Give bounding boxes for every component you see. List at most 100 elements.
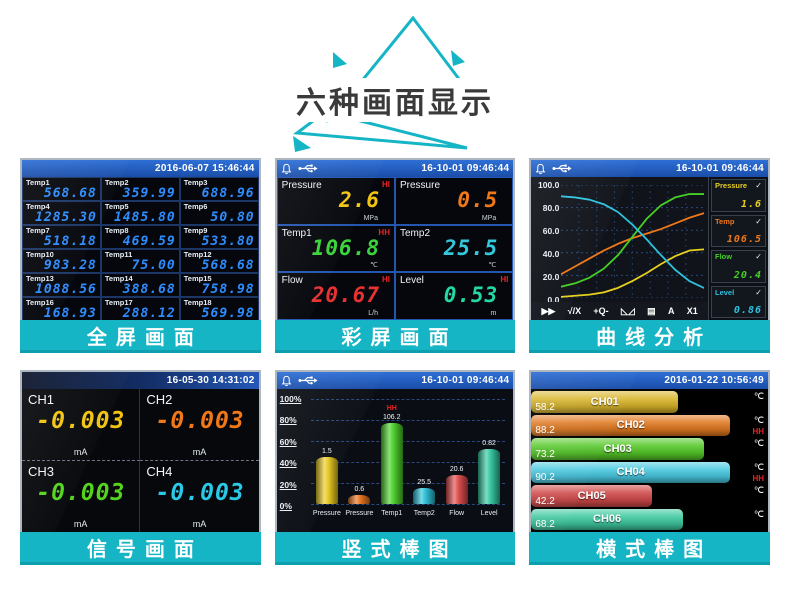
toolbar-button[interactable]: ▤ <box>647 305 656 316</box>
screen-full: 2016-06-07 15:46:44 Temp1 568.68 Temp2 359.… <box>20 158 261 320</box>
channel-value: 388.68 <box>122 282 176 297</box>
channel-cell: Temp6 50.80 <box>179 201 259 225</box>
toolbar-button[interactable]: A <box>667 306 675 316</box>
toolbar-button[interactable]: √/X <box>567 306 582 316</box>
channel-cell: Temp5 1485.80 <box>100 201 180 225</box>
bar <box>348 494 371 504</box>
bar-value: 0.6 <box>354 485 365 493</box>
caption-curve-analysis: 曲线分析 <box>529 320 770 353</box>
channel-label: Temp7 <box>26 226 50 235</box>
toolbar-button[interactable]: ◺◿ <box>620 305 635 316</box>
usb-icon <box>552 164 572 173</box>
toolbar-button[interactable]: ▶▶ <box>541 305 556 316</box>
legend-item[interactable]: Flow ✓ 20.4 <box>711 250 766 283</box>
channel-cell-header: Temp1 HH <box>282 228 390 239</box>
datetime-text: 2016-01-22 10:56:49 <box>664 375 764 386</box>
legend-item[interactable]: Level ✓ 0.86 <box>711 285 766 318</box>
channel-label: CH4 <box>146 463 173 479</box>
statusbar-signal: 16-05-30 14:31:02 <box>22 372 259 389</box>
legend-item-header: Temp ✓ <box>715 217 762 226</box>
y-tick-label: 0.0 <box>547 295 560 305</box>
legend-item[interactable]: Temp ✓ 106.5 <box>711 214 766 247</box>
statusbar-vbar: 16-10-01 09:46:44 <box>276 372 514 389</box>
curve-series-flow <box>561 194 704 287</box>
toolbar-button[interactable]: X1 <box>686 306 698 316</box>
channel-cell: CH2 -0.003 mA <box>140 389 259 461</box>
channel-value: 758.98 <box>201 282 255 297</box>
channel-label: Pressure <box>281 180 322 191</box>
alarm-flag: HI <box>500 275 509 285</box>
usb-icon <box>298 376 318 385</box>
y-tick-label: 0% <box>279 501 292 511</box>
channel-unit: mA <box>73 519 88 529</box>
channel-value: 106.8 <box>311 235 380 260</box>
bar-group: 0.82 <box>473 399 505 504</box>
legend-value: 106.5 <box>726 234 762 245</box>
alarm-flag: HI <box>381 275 390 285</box>
legend-value: 20.4 <box>733 269 762 281</box>
channel-label: Temp14 <box>104 274 133 283</box>
screen-hbar: 2016-01-22 10:56:49 CH01 58.2 ℃ CH02 88.2 ℃ HH… <box>529 370 770 532</box>
channel-unit: MPa <box>481 214 497 222</box>
channel-label: Temp5 <box>104 202 129 211</box>
legend-item[interactable]: Pressure ✓ 1.6 <box>711 179 766 212</box>
bell-icon <box>281 375 292 386</box>
channel-cell: Temp18 569.98 <box>179 297 259 320</box>
channel-cell: Temp8 469.59 <box>100 225 180 249</box>
bar-value: 90.2 <box>535 472 555 483</box>
channel-cell-header: Flow HI <box>282 275 390 286</box>
screen-vbar: 16-10-01 09:46:44 1.5 0.6 106.2 HH 25.5 20.6 0… <box>274 370 516 532</box>
legend-item-header: Pressure ✓ <box>715 181 762 190</box>
x-tick-label: Pressure <box>345 510 374 517</box>
datetime-text: 16-10-01 09:46:44 <box>421 163 510 174</box>
channel-unit: ℃ <box>370 262 378 270</box>
channel-label: CH01 <box>590 395 619 408</box>
channel-cell: Level HI 0.53 m <box>394 272 514 320</box>
caption-vertical-bars: 竖式棒图 <box>274 532 516 565</box>
bar-row: CH03 73.2 ℃ <box>531 438 768 460</box>
channel-label: Level <box>399 275 424 287</box>
bar <box>445 474 468 504</box>
channel-label: Temp1 <box>26 178 50 187</box>
channel-value: 1285.30 <box>35 210 97 225</box>
x-tick-label: Temp1 <box>381 510 403 517</box>
channel-label: Flow <box>281 275 303 287</box>
channel-cell-header: Level HI <box>400 275 508 286</box>
y-tick-label: 60% <box>279 436 297 447</box>
channel-value: -0.003 <box>155 408 245 434</box>
channel-unit: mA <box>192 446 207 457</box>
toolbar-button[interactable]: +Q- <box>593 306 609 316</box>
channel-unit: ℃ <box>488 262 497 270</box>
channel-value: 688.96 <box>201 186 255 201</box>
channel-unit: ℃ <box>753 438 764 448</box>
caption-color-screen: 彩屏画面 <box>274 320 516 353</box>
channel-label: CH02 <box>616 419 645 432</box>
bar-group: 25.5 <box>408 399 440 504</box>
gridline <box>310 399 506 400</box>
channel-label: CH2 <box>146 392 173 407</box>
channel-label: Temp1 <box>281 227 312 239</box>
channel-cell: Temp9 533.80 <box>179 225 259 249</box>
channel-cell: Temp2 359.99 <box>100 177 180 201</box>
curve-chart-zone: 100.0 80.0 60.0 40.0 20.0 0.0 ▶▶ √/X +Q- ◺◿ ▤ A X1 <box>531 177 708 320</box>
x-tick-label: Temp2 <box>413 510 435 517</box>
bar <box>380 423 403 504</box>
alarm-flag: HH <box>752 474 764 483</box>
channel-value: 0.53 <box>443 283 499 308</box>
channel-cell-header: Pressure <box>400 180 508 191</box>
channel-cell: Temp1 HH 106.8 ℃ <box>276 224 395 273</box>
channel-cell: Temp12 568.68 <box>179 249 259 273</box>
channel-cell: Temp11 75.00 <box>100 249 180 273</box>
legend-value: 1.6 <box>740 198 762 210</box>
channel-unit: L/h <box>368 310 378 317</box>
channel-unit: ℃ <box>753 485 764 495</box>
channel-value: 2.6 <box>339 188 380 212</box>
legend-value: 0.86 <box>733 305 762 316</box>
bar-value: 1.5 <box>322 447 332 455</box>
bar-group: 106.2 HH <box>376 399 408 504</box>
channel-unit: mA <box>192 519 207 529</box>
channel-cell: Temp7 518.18 <box>22 225 101 249</box>
channel-unit: MPa <box>363 214 378 222</box>
statusbar-hbar: 2016-01-22 10:56:49 <box>531 372 768 389</box>
bar <box>315 456 338 504</box>
